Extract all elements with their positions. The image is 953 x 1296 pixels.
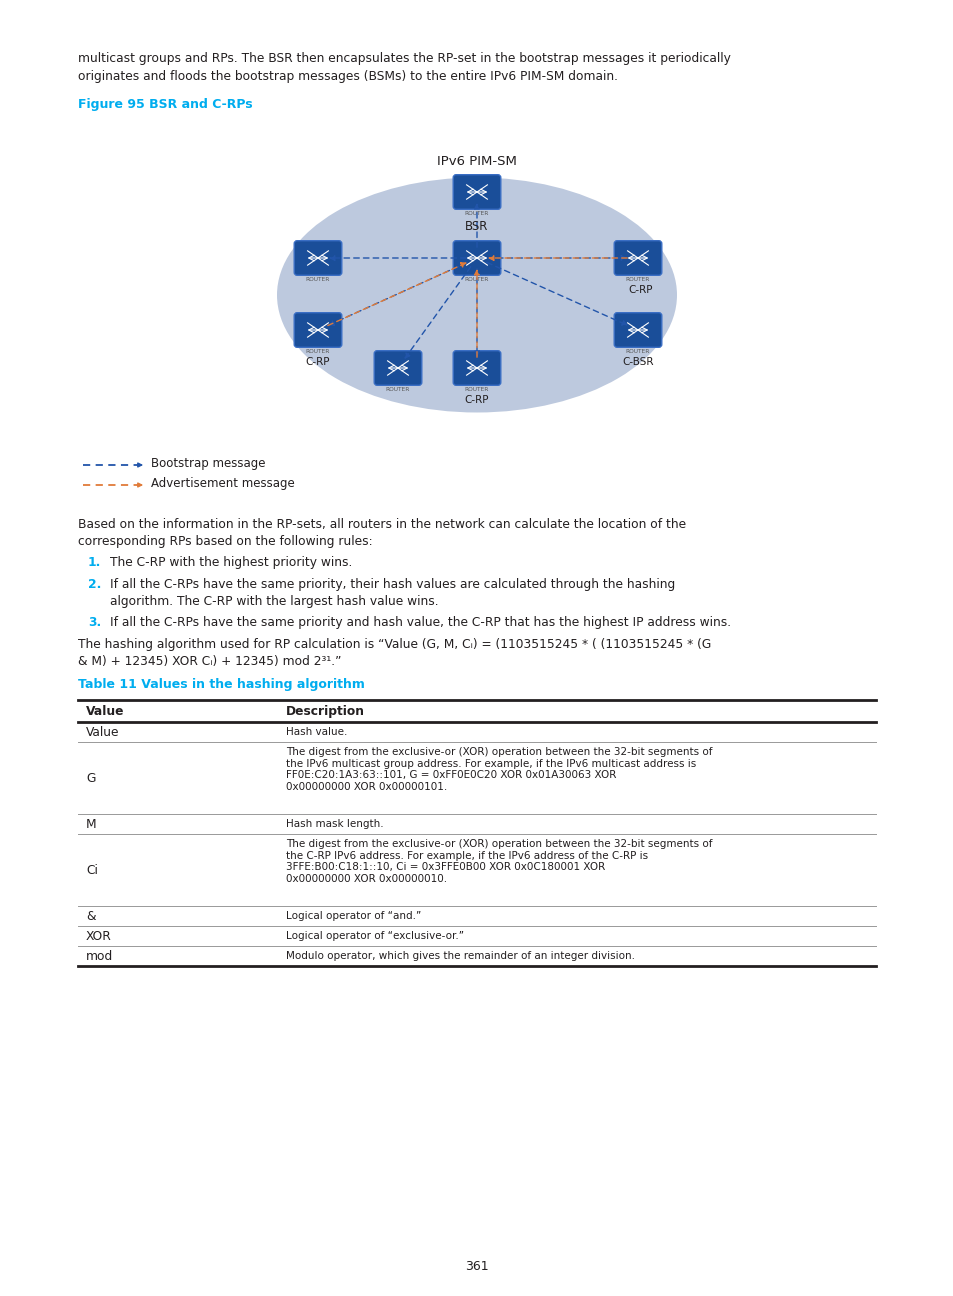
Text: If all the C-RPs have the same priority and hash value, the C-RP that has the hi: If all the C-RPs have the same priority … (110, 616, 730, 629)
Text: mod: mod (86, 950, 113, 963)
Text: Modulo operator, which gives the remainder of an integer division.: Modulo operator, which gives the remaind… (286, 951, 635, 962)
Text: ROUTER: ROUTER (306, 350, 330, 354)
Text: ROUTER: ROUTER (385, 388, 410, 393)
Text: The C-RP with the highest priority wins.: The C-RP with the highest priority wins. (110, 556, 352, 569)
Text: algorithm. The C-RP with the largest hash value wins.: algorithm. The C-RP with the largest has… (110, 595, 438, 608)
Ellipse shape (276, 178, 677, 412)
Text: ROUTER: ROUTER (625, 277, 650, 283)
Text: & M) + 12345) XOR Cᵢ) + 12345) mod 2³¹.”: & M) + 12345) XOR Cᵢ) + 12345) mod 2³¹.” (78, 654, 341, 667)
Text: Based on the information in the RP-sets, all routers in the network can calculat: Based on the information in the RP-sets,… (78, 518, 685, 531)
Text: ROUTER: ROUTER (625, 350, 650, 354)
Text: Bootstrap message: Bootstrap message (151, 457, 265, 470)
Text: M: M (86, 818, 96, 831)
Text: 3.: 3. (88, 616, 101, 629)
FancyBboxPatch shape (453, 241, 500, 275)
FancyBboxPatch shape (374, 351, 421, 385)
Text: XOR: XOR (86, 929, 112, 942)
FancyBboxPatch shape (294, 312, 341, 347)
Text: Hash value.: Hash value. (286, 727, 347, 737)
Text: C-BSR: C-BSR (621, 356, 653, 367)
Text: C-RP: C-RP (305, 356, 330, 367)
Text: &: & (86, 910, 95, 923)
Text: 2.: 2. (88, 578, 101, 591)
Text: ROUTER: ROUTER (464, 211, 489, 216)
Text: 1.: 1. (88, 556, 101, 569)
Text: The digest from the exclusive-or (XOR) operation between the 32-bit segments of
: The digest from the exclusive-or (XOR) o… (286, 839, 712, 884)
Text: Figure 95 BSR and C-RPs: Figure 95 BSR and C-RPs (78, 98, 253, 111)
Text: Value: Value (86, 705, 125, 718)
Text: 361: 361 (465, 1260, 488, 1273)
Text: originates and floods the bootstrap messages (BSMs) to the entire IPv6 PIM-SM do: originates and floods the bootstrap mess… (78, 70, 618, 83)
Text: IPv6 PIM-SM: IPv6 PIM-SM (436, 156, 517, 168)
FancyBboxPatch shape (614, 312, 661, 347)
Text: Value: Value (86, 726, 119, 739)
Text: Logical operator of “exclusive-or.”: Logical operator of “exclusive-or.” (286, 931, 463, 941)
FancyBboxPatch shape (453, 351, 500, 385)
Text: Ci: Ci (86, 863, 98, 876)
Text: corresponding RPs based on the following rules:: corresponding RPs based on the following… (78, 535, 373, 548)
Text: Table 11 Values in the hashing algorithm: Table 11 Values in the hashing algorithm (78, 678, 364, 691)
FancyBboxPatch shape (453, 175, 500, 209)
Text: ROUTER: ROUTER (306, 277, 330, 283)
FancyBboxPatch shape (614, 241, 661, 275)
FancyBboxPatch shape (294, 241, 341, 275)
Text: The digest from the exclusive-or (XOR) operation between the 32-bit segments of
: The digest from the exclusive-or (XOR) o… (286, 746, 712, 792)
Text: If all the C-RPs have the same priority, their hash values are calculated throug: If all the C-RPs have the same priority,… (110, 578, 675, 591)
Text: Description: Description (286, 705, 365, 718)
Text: C-RP: C-RP (628, 285, 653, 295)
Text: The hashing algorithm used for RP calculation is “Value (G, M, Cᵢ) = (1103515245: The hashing algorithm used for RP calcul… (78, 638, 711, 651)
Text: ROUTER: ROUTER (464, 277, 489, 283)
Text: Advertisement message: Advertisement message (151, 477, 294, 490)
Text: Hash mask length.: Hash mask length. (286, 819, 383, 829)
Text: BSR: BSR (465, 220, 488, 233)
Text: multicast groups and RPs. The BSR then encapsulates the RP-set in the bootstrap : multicast groups and RPs. The BSR then e… (78, 52, 730, 65)
Text: G: G (86, 771, 95, 784)
Text: ROUTER: ROUTER (464, 388, 489, 393)
Text: Logical operator of “and.”: Logical operator of “and.” (286, 911, 421, 921)
Text: C-RP: C-RP (464, 395, 489, 404)
